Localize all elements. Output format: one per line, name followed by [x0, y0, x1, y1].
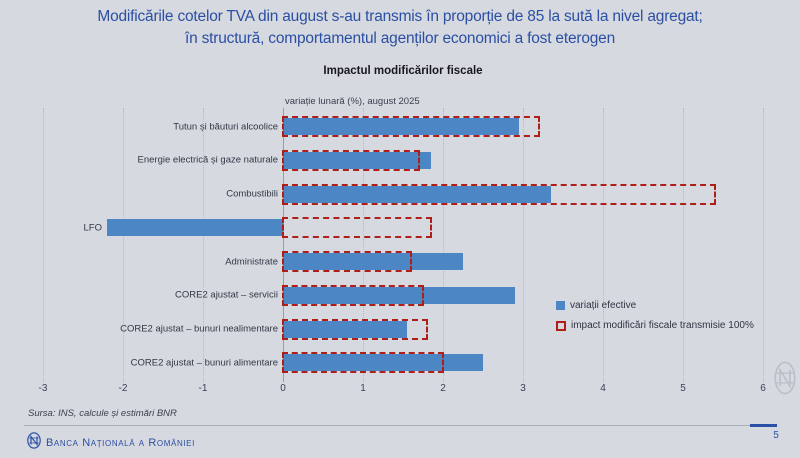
chart-plot-area: Tutun și băuturi alcoolice Energie electr…: [43, 108, 764, 382]
bar-impact-outline: [282, 251, 412, 272]
category-label: Administrate: [225, 256, 278, 267]
gridline: [683, 108, 684, 382]
category-label: CORE2 ajustat – servicii: [175, 289, 278, 301]
zero-axis-line: [283, 108, 284, 382]
category-label: Energie electrică și gaze naturale: [137, 154, 278, 166]
x-tick-label: -1: [198, 383, 208, 394]
source-note: Sursa: INS, calcule și estimări BNR: [28, 408, 177, 419]
legend-item-effective: variații efective: [556, 300, 754, 311]
bar-impact-outline: [282, 284, 424, 306]
legend-label-impact: impact modificări fiscale transmisie 100…: [571, 320, 754, 331]
bar-effective: [283, 118, 519, 135]
category-label: CORE2 ajustat – bunuri nealimentare: [120, 323, 278, 335]
category-label: Combustibili: [226, 188, 278, 200]
bar-effective: [283, 151, 431, 169]
bar-impact-outline: [282, 116, 540, 137]
x-tick-label: -3: [38, 383, 48, 394]
footer-brand-label: Banca Națională a României: [46, 437, 195, 449]
bar-impact-outline: [282, 217, 432, 239]
bar-effective: [283, 354, 483, 372]
x-tick-label: 2: [440, 383, 446, 394]
bar-impact-outline: [282, 352, 444, 374]
legend-item-impact: impact modificări fiscale transmisie 100…: [556, 320, 754, 331]
category-label: LFO: [83, 222, 102, 234]
x-tick-label: 5: [680, 383, 686, 394]
bar-impact-outline: [282, 183, 716, 205]
bnr-logo-icon: [26, 432, 42, 454]
gridline: [763, 108, 764, 382]
x-tick-label: 6: [760, 383, 766, 394]
bar-effective: [283, 286, 515, 304]
footer-divider: [24, 425, 777, 426]
x-tick-label: 0: [280, 383, 286, 394]
gridline: [203, 108, 204, 382]
chart-subtitle: variație lunară (%), august 2025: [285, 96, 420, 107]
category-label: CORE2 ajustat – bunuri alimentare: [130, 357, 278, 369]
x-tick-label: 1: [360, 383, 366, 394]
bar-impact-outline: [282, 318, 428, 340]
gridline: [43, 108, 44, 382]
bar-effective: [283, 185, 551, 203]
category-label: Tutun și băuturi alcoolice: [173, 121, 278, 132]
bar-effective: [283, 320, 407, 338]
gridline: [523, 108, 524, 382]
slide-title-line2: în structură, comportamentul agenților e…: [184, 30, 616, 47]
footer-brand: Banca Națională a României: [26, 432, 195, 454]
bnr-watermark-icon: [772, 360, 798, 401]
slide-title-line1: Modificările cotelor TVA din august s-au…: [97, 8, 703, 25]
legend-label-effective: variații efective: [570, 300, 637, 311]
chart-legend: variații efective impact modificări fisc…: [556, 300, 754, 340]
chart-title: Impactul modificărilor fiscale: [323, 65, 483, 77]
x-tick-label: -2: [118, 383, 128, 394]
footer-divider-accent: [750, 424, 777, 427]
gridline: [123, 108, 124, 382]
x-tick-label: 4: [600, 383, 606, 394]
red-dashed-square-icon: [556, 320, 566, 331]
gridline: [363, 108, 364, 382]
slide-title: Modificările cotelor TVA din august s-au…: [0, 6, 800, 50]
bar-impact-outline: [282, 149, 420, 171]
gridline: [603, 108, 604, 382]
x-tick-label: 3: [520, 383, 526, 394]
bar-effective: [107, 219, 283, 237]
blue-square-icon: [556, 301, 565, 310]
page-number: 5: [773, 430, 779, 441]
gridline: [443, 108, 444, 382]
bar-effective: [283, 253, 463, 270]
